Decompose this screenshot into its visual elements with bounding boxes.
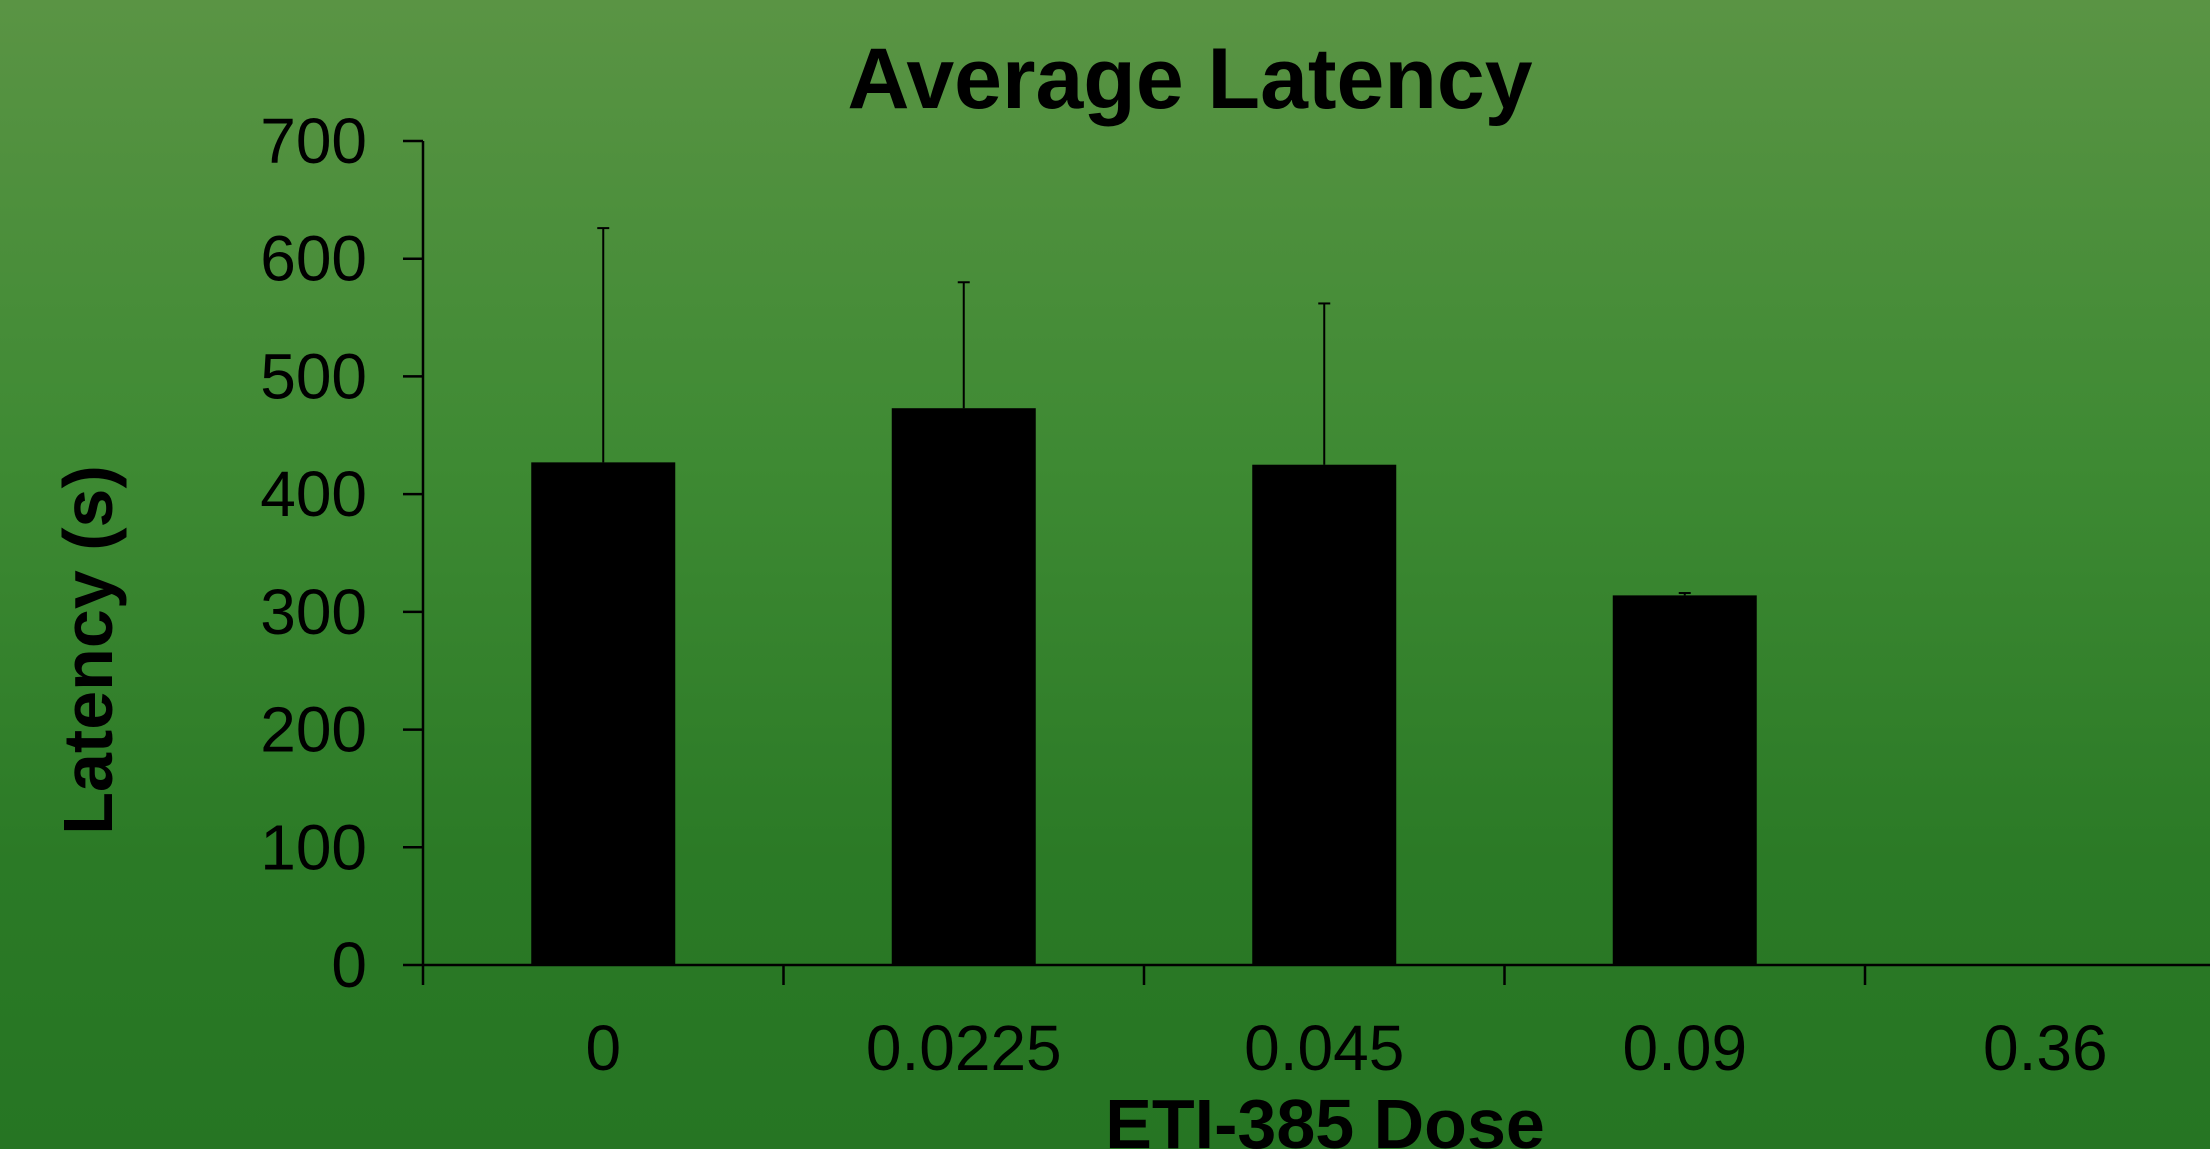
bar: [1612, 595, 1757, 965]
y-tick-label: 700: [260, 105, 367, 177]
y-tick-label: 300: [260, 576, 367, 648]
x-axis-label: ETI-385 Dose: [1105, 1085, 1545, 1149]
y-tick-label: 100: [260, 811, 367, 883]
x-tick-label: 0: [585, 1012, 621, 1084]
y-tick-label: 200: [260, 694, 367, 766]
y-axis-label: Latency (s): [49, 465, 127, 835]
plot-area: 0 100 200 300 400 500 600 700 0 0.0225 0.045 0.09 0.…: [260, 105, 2210, 1084]
x-tick-label: 0.36: [1983, 1012, 2108, 1084]
x-tick-label: 0.0225: [866, 1012, 1062, 1084]
chart-title: Average Latency: [847, 31, 1532, 127]
y-tick-label: 0: [331, 929, 367, 1001]
y-tick-label: 400: [260, 458, 367, 530]
bar: [1252, 464, 1397, 965]
x-tick-label: 0.09: [1622, 1012, 1747, 1084]
y-tick-label: 600: [260, 223, 367, 295]
x-tick-label: 0.045: [1244, 1012, 1404, 1084]
bar: [531, 462, 676, 965]
bar: [891, 408, 1036, 965]
y-tick-label: 500: [260, 340, 367, 412]
